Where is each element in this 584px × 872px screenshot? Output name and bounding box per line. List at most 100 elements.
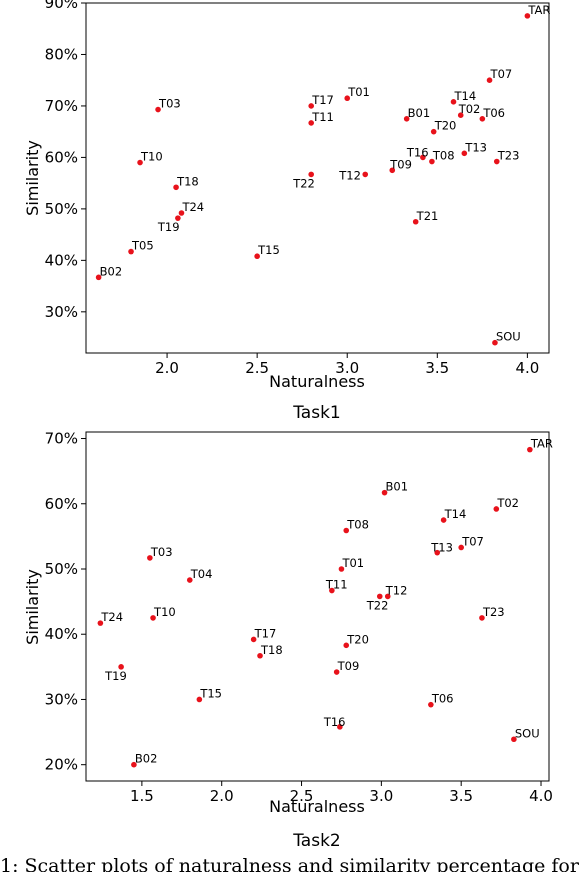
x-axis-label: Naturalness <box>269 372 365 391</box>
point-label: TAR <box>530 437 553 451</box>
x-tick-label: 1.5 <box>130 787 154 805</box>
data-point <box>186 577 193 583</box>
data-point <box>175 215 181 221</box>
data-point <box>527 446 533 453</box>
data-point <box>257 652 263 659</box>
data-point <box>308 120 314 126</box>
data-point <box>420 154 426 161</box>
data-point <box>428 701 434 708</box>
point-label: T02 <box>458 102 481 116</box>
point-label: T22 <box>366 598 389 612</box>
y-tick-label: 60% <box>45 495 78 513</box>
point-label: T16 <box>406 145 429 159</box>
point-label: TAR <box>527 3 550 17</box>
point-label: T16 <box>323 715 346 729</box>
panel-title: Task2 <box>292 831 341 851</box>
x-tick-label: 3.0 <box>369 787 393 805</box>
point-label: T20 <box>434 119 457 133</box>
y-tick-label: 80% <box>45 45 78 63</box>
figure-caption: 1: Scatter plots of naturalness and simi… <box>0 855 580 872</box>
x-tick-label: 2.5 <box>245 359 269 377</box>
x-tick-label: 2.5 <box>290 787 314 805</box>
point-label: T14 <box>454 89 477 103</box>
point-label: SOU <box>496 330 521 344</box>
data-point <box>493 506 500 512</box>
point-label: T24 <box>181 200 204 214</box>
data-point <box>412 218 419 225</box>
y-tick-label: 30% <box>45 690 78 708</box>
point-label: T01 <box>347 85 370 99</box>
data-point <box>434 549 441 556</box>
point-label: T22 <box>292 176 315 190</box>
point-label: T03 <box>158 97 181 111</box>
data-point <box>178 210 185 216</box>
x-tick-label: 3.5 <box>425 359 449 377</box>
point-label: T19 <box>157 220 180 234</box>
point-label: T14 <box>444 507 467 521</box>
data-point <box>384 593 391 600</box>
data-point <box>97 620 104 626</box>
point-label: T07 <box>461 534 484 548</box>
point-label: T09 <box>389 157 412 171</box>
y-tick-label: 60% <box>45 148 78 166</box>
data-point <box>362 171 369 178</box>
point-label: T09 <box>337 659 360 673</box>
y-tick-label: 70% <box>45 430 78 448</box>
y-tick-label: 50% <box>45 200 78 218</box>
point-label: T06 <box>431 692 454 706</box>
data-point <box>150 615 156 621</box>
data-point <box>173 184 179 191</box>
point-label: T10 <box>153 605 176 619</box>
data-point <box>308 103 314 109</box>
data-point <box>196 696 203 703</box>
scatter-panel-task2: 1.5 2.0 2.5 3.0 3.5 4.0 20% 30% 40% 50% 60% 70% TAR… <box>23 430 553 851</box>
data-point <box>492 339 498 346</box>
point-label: T03 <box>150 545 173 559</box>
data-point <box>137 159 143 166</box>
data-point <box>343 527 350 534</box>
data-point <box>511 736 517 743</box>
point-label: T05 <box>131 239 154 253</box>
point-label: T01 <box>341 556 364 570</box>
point-label: T18 <box>176 174 199 188</box>
point-label: T12 <box>385 583 408 597</box>
plot-frame <box>85 431 550 782</box>
point-label: SOU <box>515 726 540 740</box>
point-label: T24 <box>100 610 123 624</box>
y-tick-label: 40% <box>45 251 78 269</box>
y-tick-label: 90% <box>45 0 78 12</box>
data-point <box>403 116 410 122</box>
x-tick-label: 2.0 <box>155 359 179 377</box>
point-label: T23 <box>497 149 520 163</box>
data-point <box>95 274 102 281</box>
data-point <box>337 724 343 730</box>
data-point <box>479 116 486 122</box>
point-label: T12 <box>338 168 361 182</box>
data-point <box>329 587 335 594</box>
data-point <box>118 664 124 670</box>
x-tick-label: 4.0 <box>529 787 553 805</box>
data-point <box>308 171 314 178</box>
data-point <box>430 128 437 135</box>
data-point <box>128 248 134 255</box>
point-label: T13 <box>430 541 453 555</box>
data-point <box>333 669 340 675</box>
point-label: T17 <box>311 93 334 107</box>
data-point <box>381 489 388 496</box>
y-axis-label: Similarity <box>23 140 42 216</box>
data-point <box>343 642 350 649</box>
point-label: T06 <box>482 106 505 120</box>
x-tick-label: 4.0 <box>515 359 539 377</box>
data-point <box>250 636 257 643</box>
data-point <box>131 761 137 768</box>
point-label: T11 <box>325 578 348 592</box>
point-label: T02 <box>496 496 519 510</box>
plot-frame <box>85 2 550 354</box>
point-label: T15 <box>257 243 280 257</box>
data-point <box>450 99 457 105</box>
data-point <box>440 517 447 523</box>
point-label: T21 <box>416 209 439 223</box>
data-point <box>486 77 493 84</box>
y-tick-label: 30% <box>45 303 78 321</box>
point-label: B01 <box>386 480 409 494</box>
